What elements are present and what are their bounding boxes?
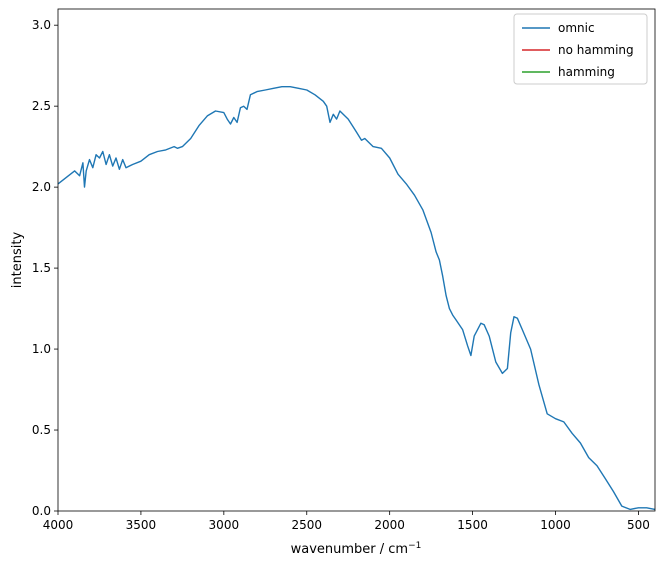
x-axis-title: wavenumber / cm−1 bbox=[291, 541, 422, 557]
series-line-0 bbox=[57, 86, 656, 511]
x-tick-label: 2000 bbox=[374, 518, 405, 532]
x-axis-title-text: wavenumber / cm bbox=[291, 542, 408, 557]
x-tick-label: 3500 bbox=[126, 518, 157, 532]
y-tick-label: 2.0 bbox=[32, 180, 51, 194]
y-tick-label: 0.0 bbox=[32, 504, 51, 518]
x-axis-title-superscript: −1 bbox=[408, 541, 421, 551]
legend-box bbox=[513, 13, 648, 85]
x-tick-label: 2500 bbox=[291, 518, 322, 532]
y-tick-label: 2.5 bbox=[32, 99, 51, 113]
plot-frame bbox=[57, 8, 656, 512]
legend-label-0: omnic bbox=[558, 21, 595, 35]
x-axis-ticks: 4000 3500 3000 2500 2000 1500 1000 500 bbox=[43, 511, 650, 532]
legend-label-1: no hamming bbox=[558, 43, 634, 57]
x-tick-label: 1500 bbox=[457, 518, 488, 532]
x-tick-label: 500 bbox=[627, 518, 650, 532]
x-tick-label: 4000 bbox=[43, 518, 74, 532]
y-tick-label: 1.0 bbox=[32, 342, 51, 356]
y-tick-label: 0.5 bbox=[32, 423, 51, 437]
legend: omnic no hamming hamming bbox=[513, 13, 648, 85]
series-layer bbox=[57, 86, 656, 511]
y-axis-title: intensity bbox=[10, 232, 25, 289]
y-tick-label: 1.5 bbox=[32, 261, 51, 275]
x-tick-label: 1000 bbox=[540, 518, 571, 532]
y-axis-ticks: 0.0 0.5 1.0 1.5 2.0 2.5 3.0 bbox=[32, 18, 58, 518]
x-tick-label: 3000 bbox=[209, 518, 240, 532]
plot-background bbox=[58, 9, 655, 511]
legend-label-2: hamming bbox=[558, 65, 615, 79]
y-tick-label: 3.0 bbox=[32, 18, 51, 32]
